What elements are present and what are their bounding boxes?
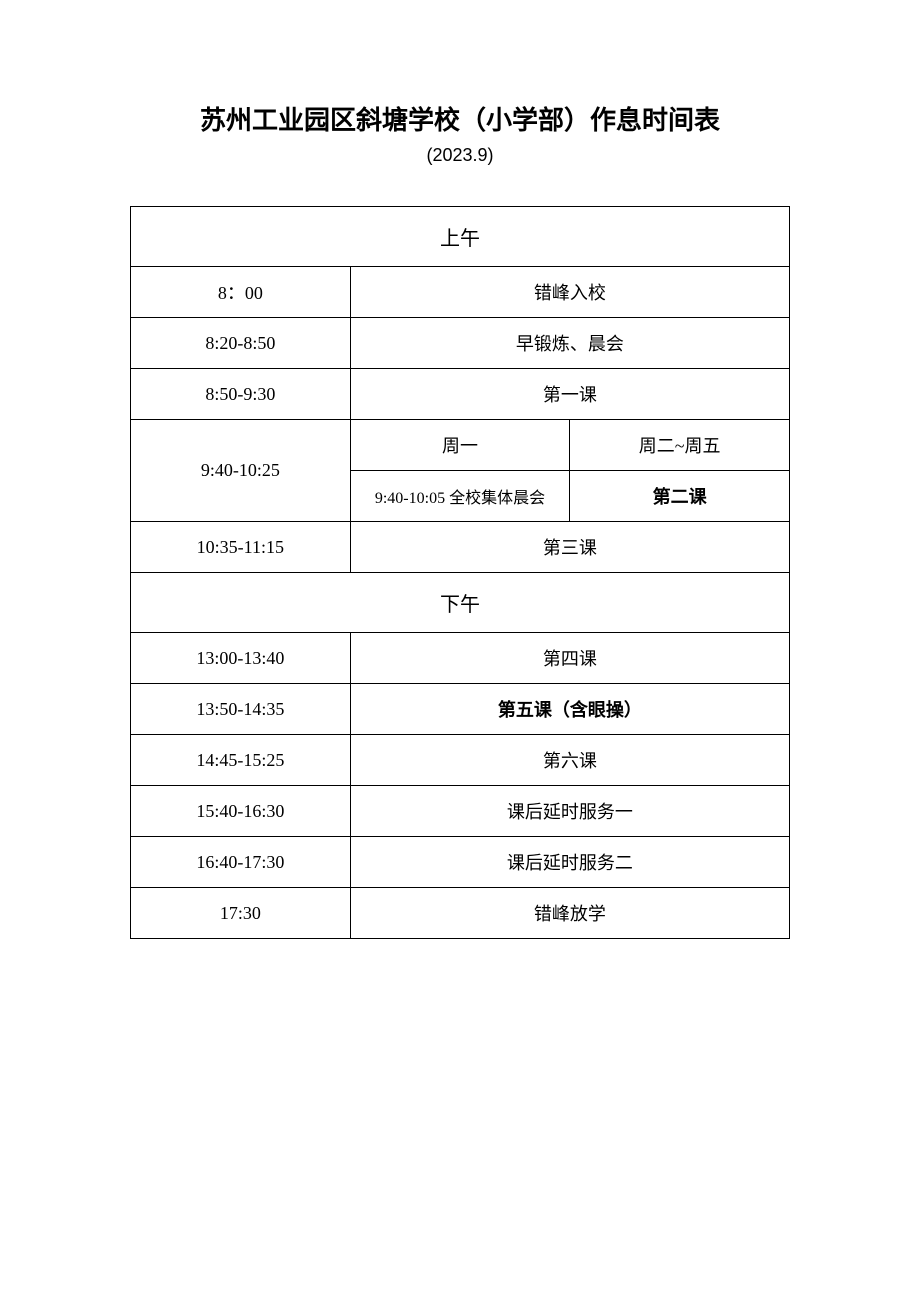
table-row: 17:30 错峰放学	[131, 888, 790, 939]
activity-cell: 错峰放学	[350, 888, 789, 939]
activity-cell: 第六课	[350, 735, 789, 786]
activity-cell: 第五课（含眼操）	[350, 684, 789, 735]
activity-cell: 错峰入校	[350, 267, 789, 318]
time-cell: 8:50-9:30	[131, 369, 351, 420]
day-header-cell: 周一	[350, 420, 570, 471]
time-cell: 8：00	[131, 267, 351, 318]
schedule-table: 上午 8：00 错峰入校 8:20-8:50 早锻炼、晨会 8:50-9:30 …	[130, 206, 790, 939]
time-cell: 9:40-10:25	[131, 420, 351, 522]
page-subtitle: (2023.9)	[130, 145, 790, 166]
time-cell: 14:45-15:25	[131, 735, 351, 786]
afternoon-header-row: 下午	[131, 573, 790, 633]
morning-header-row: 上午	[131, 207, 790, 267]
time-cell: 15:40-16:30	[131, 786, 351, 837]
table-row: 14:45-15:25 第六课	[131, 735, 790, 786]
table-row: 13:00-13:40 第四课	[131, 633, 790, 684]
activity-cell: 课后延时服务二	[350, 837, 789, 888]
time-cell: 8:20-8:50	[131, 318, 351, 369]
day-header-cell: 周二~周五	[570, 420, 790, 471]
afternoon-header: 下午	[131, 573, 790, 633]
table-row: 8:50-9:30 第一课	[131, 369, 790, 420]
time-cell: 16:40-17:30	[131, 837, 351, 888]
table-row: 15:40-16:30 课后延时服务一	[131, 786, 790, 837]
activity-cell: 课后延时服务一	[350, 786, 789, 837]
table-row: 10:35-11:15 第三课	[131, 522, 790, 573]
activity-cell: 早锻炼、晨会	[350, 318, 789, 369]
table-row: 13:50-14:35 第五课（含眼操）	[131, 684, 790, 735]
morning-header: 上午	[131, 207, 790, 267]
page-title: 苏州工业园区斜塘学校（小学部）作息时间表	[130, 100, 790, 137]
activity-cell: 第二课	[570, 471, 790, 522]
activity-cell: 第一课	[350, 369, 789, 420]
table-row: 8：00 错峰入校	[131, 267, 790, 318]
table-row: 9:40-10:25 周一 周二~周五	[131, 420, 790, 471]
time-cell: 13:00-13:40	[131, 633, 351, 684]
time-cell: 17:30	[131, 888, 351, 939]
activity-cell: 第三课	[350, 522, 789, 573]
activity-cell: 9:40-10:05 全校集体晨会	[350, 471, 570, 522]
time-cell: 13:50-14:35	[131, 684, 351, 735]
table-row: 16:40-17:30 课后延时服务二	[131, 837, 790, 888]
activity-cell: 第四课	[350, 633, 789, 684]
time-cell: 10:35-11:15	[131, 522, 351, 573]
table-row: 8:20-8:50 早锻炼、晨会	[131, 318, 790, 369]
